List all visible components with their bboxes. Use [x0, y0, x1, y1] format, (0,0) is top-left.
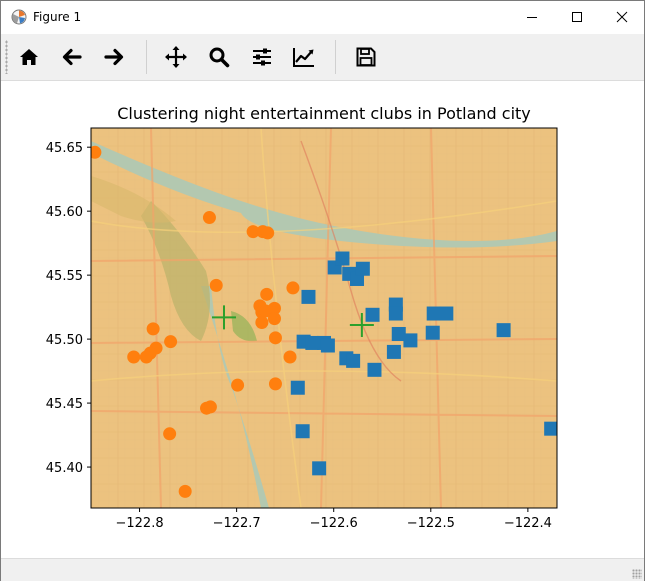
square-point [425, 325, 440, 340]
square-point [355, 261, 370, 276]
series-circle-markers [91, 145, 300, 498]
x-tick-label: −122.4 [504, 516, 552, 531]
axes-frame [90, 127, 558, 509]
y-tick-label: 45.45 [46, 397, 83, 412]
sliders-icon [253, 48, 271, 66]
plus-point [349, 313, 374, 338]
square-point [388, 306, 403, 321]
circle-point [139, 350, 153, 364]
chart-title: Clustering night entertainment clubs in … [117, 104, 531, 123]
circle-point [267, 301, 281, 315]
minimize-button[interactable] [509, 1, 554, 33]
circle-point [246, 225, 260, 239]
circle-point [268, 377, 282, 391]
circle-point [231, 378, 245, 392]
maximize-icon [571, 12, 582, 22]
home-button[interactable] [12, 40, 46, 74]
circle-point [261, 226, 275, 240]
y-tick-label: 45.65 [46, 141, 83, 156]
series-square-markers [290, 251, 557, 476]
x-tick-label: −122.6 [310, 516, 358, 531]
circle-point [255, 315, 269, 329]
toolbar-separator [335, 40, 336, 74]
square-point [312, 461, 327, 476]
edit-axes-button[interactable] [287, 40, 321, 74]
magnifier-icon [209, 47, 230, 68]
circle-point [209, 278, 223, 292]
window-title: Figure 1 [33, 10, 82, 24]
arrow-left-icon [62, 48, 82, 66]
navigation-toolbar [1, 34, 644, 81]
plus-point [212, 305, 237, 330]
y-tick-label: 45.55 [46, 269, 83, 284]
arrow-right-icon [104, 48, 124, 66]
save-button[interactable] [349, 40, 383, 74]
square-point [367, 362, 382, 377]
zoom-button[interactable] [202, 40, 236, 74]
circle-point [267, 312, 281, 326]
square-point [386, 344, 401, 359]
square-point [295, 424, 310, 439]
circle-point [283, 350, 297, 364]
subplots-button[interactable] [245, 40, 279, 74]
square-point [335, 251, 350, 266]
y-tick-label: 45.60 [46, 205, 83, 220]
title-bar[interactable]: Figure 1 [1, 1, 644, 33]
circle-point [146, 322, 160, 336]
floppy-disk-icon [356, 47, 376, 67]
square-point [290, 380, 305, 395]
circle-point [286, 281, 300, 295]
matplotlib-icon [11, 9, 27, 25]
y-tick-label: 45.40 [46, 461, 83, 476]
series-plus-markers [212, 305, 374, 338]
scatter-chart[interactable]: −122.8 −122.7 −122.6 −122.5 −122.4 45.40 45.4… [1, 81, 644, 557]
circle-point [178, 484, 192, 498]
status-bar [1, 558, 644, 581]
circle-point [127, 350, 141, 364]
x-tick-label: −122.8 [115, 516, 163, 531]
square-point [365, 307, 380, 322]
square-point [439, 306, 454, 321]
circle-point [164, 335, 178, 349]
square-point [426, 306, 441, 321]
minimize-icon [526, 17, 537, 18]
y-tick-label: 45.50 [46, 333, 83, 348]
close-icon [616, 11, 627, 23]
circle-point [260, 287, 274, 301]
close-button[interactable] [599, 1, 644, 33]
square-point [305, 335, 320, 350]
home-icon [20, 49, 38, 65]
forward-button[interactable] [97, 40, 131, 74]
circle-point [203, 400, 217, 414]
circle-point [268, 331, 282, 345]
back-button[interactable] [55, 40, 89, 74]
maximize-button[interactable] [554, 1, 599, 33]
toolbar-grip[interactable] [5, 40, 8, 74]
circle-point [163, 427, 177, 441]
circle-point [91, 145, 102, 159]
line-chart-icon [293, 48, 314, 67]
square-point [403, 333, 418, 348]
square-point [496, 323, 511, 338]
toolbar-separator [146, 40, 147, 74]
square-point [346, 353, 361, 368]
square-point [391, 326, 406, 341]
square-point [320, 338, 335, 353]
square-point [301, 289, 316, 304]
resize-grip[interactable] [632, 569, 642, 579]
x-tick-label: −122.5 [407, 516, 455, 531]
street-map-background [91, 128, 557, 508]
circle-point [202, 211, 216, 225]
move-icon [165, 46, 187, 68]
figure-canvas[interactable]: −122.8 −122.7 −122.6 −122.5 −122.4 45.40 45.4… [1, 81, 644, 557]
square-point [544, 421, 557, 436]
pan-button[interactable] [159, 40, 193, 74]
x-tick-label: −122.7 [213, 516, 261, 531]
